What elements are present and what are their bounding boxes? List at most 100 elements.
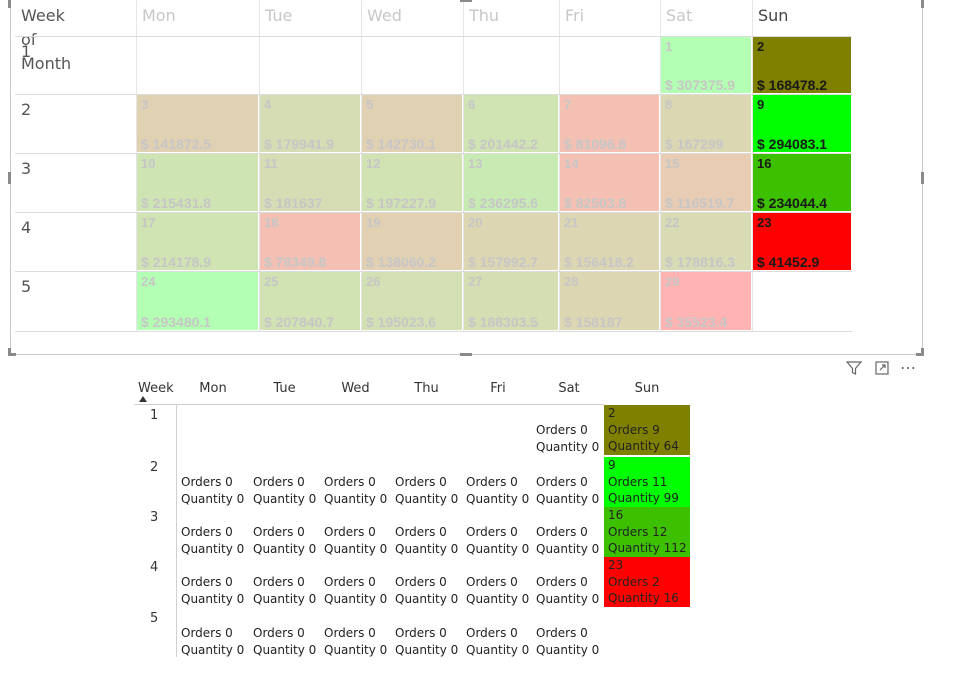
table-cell[interactable]: Orders 0 Quantity 0 (462, 574, 529, 607)
sun-highlight-cell[interactable]: 23 Orders 2 Quantity 16 (604, 557, 690, 607)
week-row-label[interactable]: 3 (150, 510, 159, 525)
sort-ascending-icon[interactable] (139, 396, 147, 402)
calendar-day-cell[interactable]: 26 $ 195023.6 (362, 272, 462, 330)
column-header-week[interactable]: Week (138, 381, 174, 396)
calendar-day-cell[interactable]: 17 $ 214178.9 (137, 213, 258, 270)
table-cell[interactable]: Orders 0 Quantity 0 (391, 474, 458, 507)
calendar-day-cell[interactable]: 29 $ 35523.4 (661, 272, 751, 330)
calendar-day-cell[interactable]: 11 $ 181637 (260, 154, 360, 211)
calendar-day-cell[interactable]: 23 $ 41452.9 (753, 213, 851, 270)
week-row-label[interactable]: 5 (150, 611, 159, 626)
week-row-label[interactable]: 1 (21, 42, 32, 61)
calendar-day-cell[interactable]: 24 $ 293480.1 (137, 272, 258, 330)
resize-handle-top[interactable] (460, 0, 472, 2)
calendar-day-cell[interactable]: 6 $ 201442.2 (464, 95, 558, 152)
table-cell[interactable]: Orders 0 Quantity 0 (249, 625, 316, 658)
column-header-tue[interactable]: Tue (273, 381, 296, 396)
calendar-day-cell[interactable]: 14 $ 82503.8 (560, 154, 659, 211)
table-cell[interactable]: Orders 0 Quantity 0 (177, 474, 244, 507)
column-header-sat[interactable]: Sat (558, 381, 580, 396)
calendar-day-cell[interactable]: 2 $ 168478.2 (753, 37, 851, 93)
column-header-sun[interactable]: Sun (758, 6, 789, 25)
table-cell[interactable]: Orders 0 Quantity 0 (532, 625, 599, 658)
table-cell[interactable]: Orders 0 Quantity 0 (177, 574, 244, 607)
table-cell[interactable]: Orders 0 Quantity 0 (177, 625, 244, 658)
calendar-day-cell[interactable]: 13 $ 236295.6 (464, 154, 558, 211)
column-header-wed[interactable]: Wed (341, 381, 370, 396)
table-cell[interactable]: Orders 0 Quantity 0 (320, 474, 387, 507)
calendar-day-cell[interactable]: 3 $ 141872.5 (137, 95, 258, 152)
resize-corner-bottom-left[interactable] (8, 348, 16, 356)
week-row-label[interactable]: 2 (150, 460, 159, 475)
column-header-sat[interactable]: Sat (666, 6, 693, 25)
table-cell[interactable]: Orders 0 Quantity 0 (177, 524, 244, 557)
focus-mode-icon[interactable] (874, 360, 890, 380)
resize-corner-top-left[interactable] (8, 0, 16, 8)
calendar-day-cell[interactable]: 8 $ 167299 (661, 95, 751, 152)
calendar-day-cell[interactable]: 10 $ 215431.8 (137, 154, 258, 211)
column-header-thu[interactable]: Thu (469, 6, 500, 25)
filter-icon[interactable] (845, 360, 863, 380)
row-header-week-of-month[interactable]: Week of Month (21, 6, 72, 73)
resize-handle-left[interactable] (8, 172, 11, 184)
calendar-table-visual[interactable]: Week Mon Tue Wed Thu Fri Sat Sun 1 Orders 0 Quanti… (134, 376, 694, 666)
table-cell[interactable]: Orders 0 Quantity 0 (320, 574, 387, 607)
table-cell[interactable]: Orders 0 Quantity 0 (391, 574, 458, 607)
column-header-fri[interactable]: Fri (565, 6, 585, 25)
calendar-day-cell[interactable]: 21 $ 156418.2 (560, 213, 659, 270)
sun-highlight-cell[interactable]: 16 Orders 12 Quantity 112 (604, 507, 690, 557)
table-cell[interactable]: Orders 0 Quantity 0 (249, 524, 316, 557)
table-cell[interactable]: Orders 0 Quantity 0 (462, 524, 529, 557)
table-cell[interactable]: Orders 0 Quantity 0 (320, 524, 387, 557)
calendar-day-cell[interactable]: 19 $ 138060.2 (362, 213, 462, 270)
sun-highlight-cell[interactable]: 2 Orders 9 Quantity 64 (604, 405, 690, 455)
column-header-tue[interactable]: Tue (265, 6, 293, 25)
calendar-day-cell[interactable]: 5 $ 142730.1 (362, 95, 462, 152)
column-header-fri[interactable]: Fri (490, 381, 506, 396)
calendar-matrix-visual[interactable]: Week of Month Mon Tue Wed Thu Fri Sat Sun 1 1 $ 30… (10, 0, 923, 355)
week-row-label[interactable]: 4 (150, 560, 159, 575)
table-cell[interactable]: Orders 0 Quantity 0 (462, 625, 529, 658)
table-cell[interactable]: Orders 0 Quantity 0 (532, 524, 599, 557)
calendar-day-cell[interactable]: 12 $ 197227.9 (362, 154, 462, 211)
calendar-day-cell[interactable]: 4 $ 179941.9 (260, 95, 360, 152)
week-row-label[interactable]: 5 (21, 277, 32, 296)
calendar-day-cell[interactable]: 28 $ 158187 (560, 272, 659, 330)
week-row-label[interactable]: 2 (21, 100, 32, 119)
table-cell[interactable]: Orders 0 Quantity 0 (532, 474, 599, 507)
week-row-label[interactable]: 1 (150, 408, 159, 423)
calendar-day-cell[interactable]: 9 $ 294083.1 (753, 95, 851, 152)
week-row-label[interactable]: 4 (21, 218, 32, 237)
table-cell[interactable]: Orders 0 Quantity 0 (532, 422, 599, 455)
column-header-sun[interactable]: Sun (634, 381, 660, 396)
sun-highlight-cell[interactable]: 9 Orders 11 Quantity 99 (604, 457, 690, 507)
calendar-day-cell[interactable]: 7 $ 81096.8 (560, 95, 659, 152)
column-header-mon[interactable]: Mon (142, 6, 176, 25)
table-cell[interactable]: Orders 0 Quantity 0 (249, 574, 316, 607)
calendar-day-cell[interactable]: 20 $ 157992.7 (464, 213, 558, 270)
table-cell[interactable]: Orders 0 Quantity 0 (391, 625, 458, 658)
calendar-day-cell[interactable]: 27 $ 188303.5 (464, 272, 558, 330)
table-cell[interactable]: Orders 0 Quantity 0 (249, 474, 316, 507)
week-row-label[interactable]: 3 (21, 159, 32, 178)
calendar-day-cell[interactable]: 15 $ 116519.7 (661, 154, 751, 211)
calendar-day-cell[interactable]: 16 $ 234044.4 (753, 154, 851, 211)
table-cell[interactable]: Orders 0 Quantity 0 (391, 524, 458, 557)
calendar-day-cell[interactable]: 18 $ 78349.8 (260, 213, 360, 270)
table-cell[interactable]: Orders 0 Quantity 0 (320, 625, 387, 658)
resize-handle-bottom[interactable] (460, 353, 472, 356)
resize-corner-top-right[interactable] (916, 0, 924, 8)
calendar-day-cell[interactable]: 22 $ 178816.3 (661, 213, 751, 270)
table-cell[interactable]: Orders 0 Quantity 0 (532, 574, 599, 607)
resize-handle-right[interactable] (921, 172, 924, 184)
column-header-wed[interactable]: Wed (367, 6, 402, 25)
more-options-icon[interactable]: … (900, 354, 917, 373)
column-header-thu[interactable]: Thu (414, 381, 439, 396)
resize-corner-bottom-right[interactable] (916, 348, 924, 356)
table-cell[interactable]: Orders 0 Quantity 0 (462, 474, 529, 507)
column-header-mon[interactable]: Mon (199, 381, 227, 396)
quantity-value: Quantity 0 (324, 541, 388, 556)
day-number: 27 (468, 274, 483, 289)
calendar-day-cell[interactable]: 25 $ 207840.7 (260, 272, 360, 330)
calendar-day-cell[interactable]: 1 $ 307375.9 (661, 37, 751, 93)
